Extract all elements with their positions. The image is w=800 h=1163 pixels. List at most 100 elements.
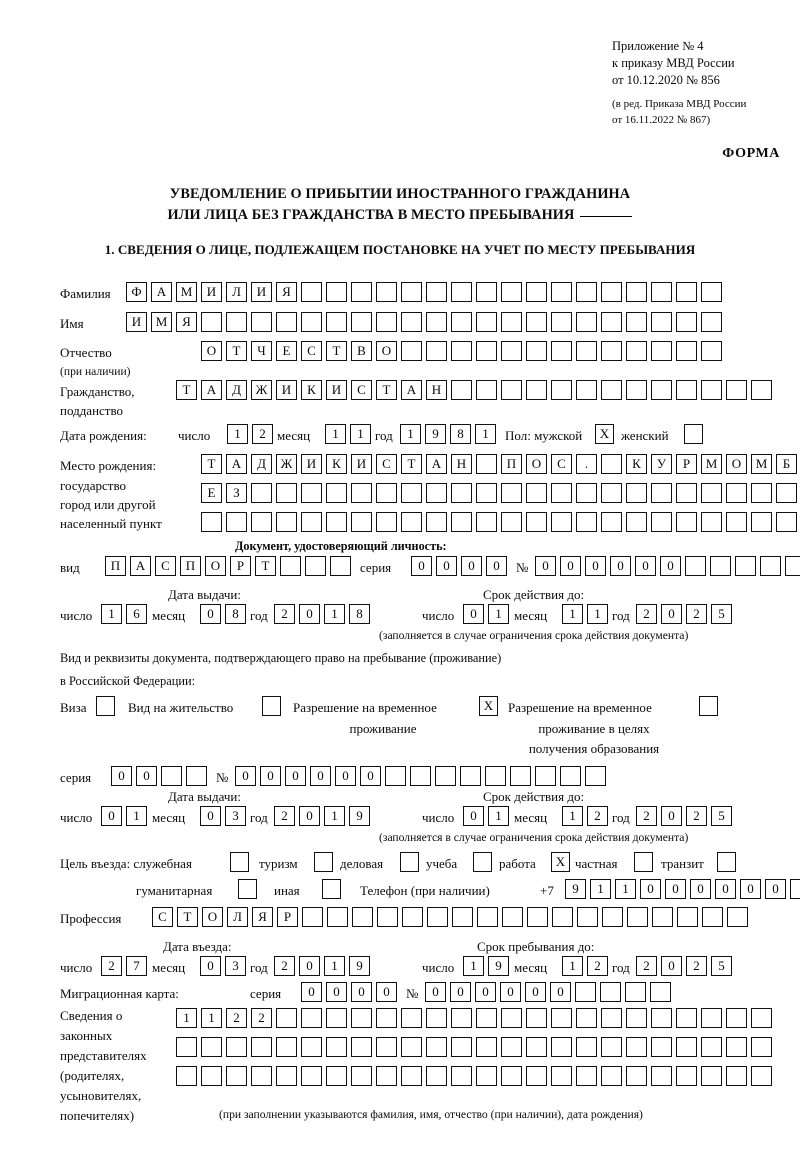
legal-rep-3-cell[interactable] bbox=[226, 1066, 247, 1086]
profession-cell[interactable] bbox=[477, 907, 498, 927]
legal-rep-1-cell[interactable] bbox=[301, 1008, 322, 1028]
birth-place-3-cell[interactable] bbox=[326, 512, 347, 532]
birth-place-3-cell[interactable] bbox=[351, 512, 372, 532]
citizenship-cell[interactable]: И bbox=[276, 380, 297, 400]
patronymic-cell[interactable] bbox=[651, 341, 672, 361]
birth-place-1-cell[interactable]: Д bbox=[251, 454, 272, 474]
legal-rep-3-cell[interactable] bbox=[276, 1066, 297, 1086]
birth-year-cell[interactable]: 1 bbox=[400, 424, 421, 444]
migration-series-cell[interactable]: 0 bbox=[351, 982, 372, 1002]
legal-rep-2-cell[interactable] bbox=[376, 1037, 397, 1057]
birth-place-1-cell[interactable]: Т bbox=[401, 454, 422, 474]
name-cell[interactable] bbox=[351, 312, 372, 332]
surname-cell[interactable]: А bbox=[151, 282, 172, 302]
migration-number-cell[interactable] bbox=[625, 982, 646, 1002]
birth-place-1-cell[interactable]: . bbox=[576, 454, 597, 474]
birth-place-2-cell[interactable] bbox=[401, 483, 422, 503]
migration-number-cell[interactable] bbox=[600, 982, 621, 1002]
patronymic-cell[interactable] bbox=[476, 341, 497, 361]
phone-cell[interactable]: 9 bbox=[565, 879, 586, 899]
patronymic-cell[interactable]: В bbox=[351, 341, 372, 361]
citizenship-cell[interactable] bbox=[551, 380, 572, 400]
birth-place-3-cell[interactable] bbox=[776, 512, 797, 532]
profession-cell[interactable] bbox=[577, 907, 598, 927]
profession-cell[interactable]: Я bbox=[252, 907, 273, 927]
surname-cell[interactable] bbox=[376, 282, 397, 302]
doc-issue-year-cell[interactable]: 2 bbox=[274, 604, 295, 624]
legal-rep-2-cell[interactable] bbox=[476, 1037, 497, 1057]
permit-number-cell[interactable]: 0 bbox=[360, 766, 381, 786]
purpose-official-checkbox[interactable] bbox=[230, 852, 249, 872]
birth-place-3-cell[interactable] bbox=[201, 512, 222, 532]
profession-cell[interactable] bbox=[677, 907, 698, 927]
legal-rep-2-cell[interactable] bbox=[201, 1037, 222, 1057]
permit-valid-year-cell[interactable]: 2 bbox=[686, 806, 707, 826]
doc-issue-day-cell[interactable]: 1 bbox=[101, 604, 122, 624]
surname-cell[interactable] bbox=[351, 282, 372, 302]
doc-kind-cell[interactable]: Т bbox=[255, 556, 276, 576]
permit-series-cell[interactable] bbox=[161, 766, 182, 786]
purpose-humanitarian-checkbox[interactable] bbox=[238, 879, 257, 899]
patronymic-cell[interactable] bbox=[401, 341, 422, 361]
birth-place-3-cell[interactable] bbox=[626, 512, 647, 532]
legal-rep-2-cell[interactable] bbox=[701, 1037, 722, 1057]
temp-edu-checkbox[interactable] bbox=[699, 696, 718, 716]
purpose-tourism-checkbox[interactable] bbox=[314, 852, 333, 872]
surname-cell[interactable]: Я bbox=[276, 282, 297, 302]
birth-month-cell[interactable]: 1 bbox=[350, 424, 371, 444]
patronymic-cell[interactable] bbox=[676, 341, 697, 361]
citizenship-cell[interactable] bbox=[576, 380, 597, 400]
legal-rep-1-cell[interactable] bbox=[376, 1008, 397, 1028]
legal-rep-3-cell[interactable] bbox=[351, 1066, 372, 1086]
birth-place-2-cell[interactable] bbox=[251, 483, 272, 503]
patronymic-cell[interactable] bbox=[501, 341, 522, 361]
birth-place-1-cell[interactable]: К bbox=[326, 454, 347, 474]
legal-rep-3-cell[interactable] bbox=[176, 1066, 197, 1086]
entry-month-cell[interactable]: 0 bbox=[200, 956, 221, 976]
birth-place-2-cell[interactable] bbox=[551, 483, 572, 503]
profession-cell[interactable] bbox=[402, 907, 423, 927]
legal-rep-2-cell[interactable] bbox=[676, 1037, 697, 1057]
permit-issue-month-cell[interactable]: 0 bbox=[200, 806, 221, 826]
birth-place-1-cell[interactable]: Ж bbox=[276, 454, 297, 474]
migration-number-cell[interactable]: 0 bbox=[425, 982, 446, 1002]
citizenship-cell[interactable] bbox=[676, 380, 697, 400]
birth-place-3-cell[interactable] bbox=[751, 512, 772, 532]
surname-cell[interactable]: М bbox=[176, 282, 197, 302]
permit-number-cell[interactable] bbox=[560, 766, 581, 786]
profession-cell[interactable] bbox=[727, 907, 748, 927]
birth-place-1-cell[interactable]: О bbox=[526, 454, 547, 474]
legal-rep-2-cell[interactable] bbox=[526, 1037, 547, 1057]
permit-number-cell[interactable] bbox=[435, 766, 456, 786]
permit-number-cell[interactable] bbox=[460, 766, 481, 786]
legal-rep-grid-row-3[interactable] bbox=[176, 1066, 772, 1086]
profession-cell[interactable] bbox=[652, 907, 673, 927]
surname-cell[interactable] bbox=[401, 282, 422, 302]
permit-number-cell[interactable]: 0 bbox=[285, 766, 306, 786]
permit-issue-day-cell[interactable]: 0 bbox=[101, 806, 122, 826]
patronymic-cell[interactable]: Ч bbox=[251, 341, 272, 361]
profession-cell[interactable] bbox=[427, 907, 448, 927]
legal-rep-1-cell[interactable] bbox=[326, 1008, 347, 1028]
permit-number-cell[interactable] bbox=[485, 766, 506, 786]
birth-place-2-cell[interactable] bbox=[376, 483, 397, 503]
legal-rep-1-cell[interactable] bbox=[401, 1008, 422, 1028]
legal-rep-3-cell[interactable] bbox=[401, 1066, 422, 1086]
doc-valid-year-cell[interactable]: 5 bbox=[711, 604, 732, 624]
birth-place-2-cell[interactable] bbox=[451, 483, 472, 503]
profession-cell[interactable]: С bbox=[152, 907, 173, 927]
legal-rep-3-cell[interactable] bbox=[551, 1066, 572, 1086]
surname-cell[interactable] bbox=[301, 282, 322, 302]
surname-cell[interactable] bbox=[426, 282, 447, 302]
legal-rep-1-cell[interactable] bbox=[526, 1008, 547, 1028]
birth-place-1-cell[interactable]: Н bbox=[451, 454, 472, 474]
migration-number-cell[interactable]: 0 bbox=[500, 982, 521, 1002]
purpose-transit-checkbox[interactable] bbox=[717, 852, 736, 872]
birth-place-1-cell[interactable] bbox=[476, 454, 497, 474]
name-cell[interactable] bbox=[651, 312, 672, 332]
birth-place-grid-row-3[interactable] bbox=[201, 512, 797, 532]
